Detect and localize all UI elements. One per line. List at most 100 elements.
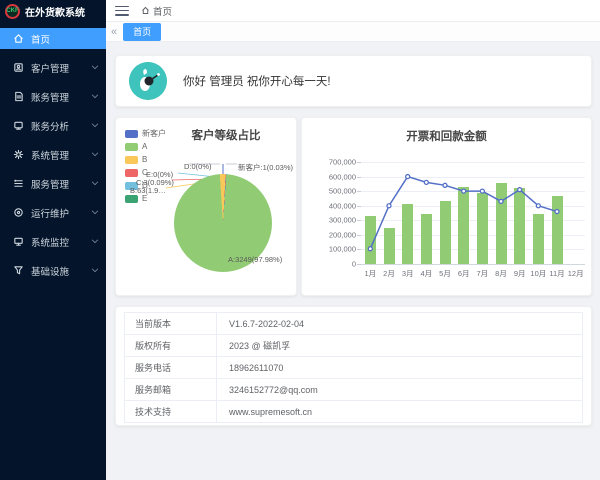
pie-legend: 新客户 A B C D E — [125, 127, 166, 205]
y-axis-tick-label: 400,000 — [328, 201, 356, 211]
sidebar-item-home[interactable]: 首页 — [0, 28, 106, 49]
chevron-down-icon — [91, 236, 99, 244]
pie-legend-item[interactable]: A — [125, 140, 166, 153]
y-axis-tick-label: 0 — [351, 259, 356, 269]
mascot-icon — [129, 62, 167, 100]
info-label: 当前版本 — [124, 312, 217, 335]
bar-8月 — [495, 183, 507, 264]
chevron-down-icon — [91, 149, 99, 157]
pie-chart — [174, 174, 272, 272]
pie-legend-item[interactable]: E — [125, 192, 166, 205]
breadcrumb[interactable]: 首页 — [141, 4, 172, 18]
app-title: 在外货款系统 — [25, 7, 85, 19]
pie-slice-label: 新客户:1(0.03%) — [238, 163, 294, 172]
bar-7月 — [476, 192, 488, 264]
info-row: 版权所有 2023 @ 磁凯孚 — [124, 334, 583, 357]
sidebar-item-label: 系统监控 — [31, 237, 70, 249]
service-icon — [12, 178, 24, 190]
x-axis-line — [361, 264, 585, 265]
chevron-down-icon — [91, 178, 99, 186]
sidebar-item-4[interactable]: 系统管理 — [0, 144, 106, 165]
sidebar-item-label: 客户管理 — [31, 63, 70, 75]
pie-slice-label: B:63(1.9… — [130, 186, 166, 195]
legend-swatch — [125, 142, 138, 151]
bar-10月 — [532, 213, 544, 264]
x-axis-tick-label: 3月 — [401, 269, 414, 278]
info-value: 2023 @ 磁凯孚 — [216, 334, 583, 357]
x-axis-tick-label: 12月 — [567, 269, 584, 278]
gridline — [361, 162, 585, 163]
bar-11月 — [551, 195, 563, 264]
chevron-down-icon — [91, 265, 99, 273]
info-row: 技术支持 www.supremesoft.cn — [124, 400, 583, 423]
sidebar-item-2[interactable]: 账务管理 — [0, 86, 106, 107]
collapse-tabs-icon[interactable]: « — [111, 25, 118, 38]
x-axis-tick-label: 8月 — [495, 269, 507, 278]
pie-chart-card: 客户等级占比 新客户 A B C D E D:0(0%) 新客户:1(0.03%) E:0(0… — [115, 117, 297, 296]
chevron-down-icon — [91, 91, 99, 99]
legend-label: C — [142, 168, 148, 177]
system-info-card: 当前版本 V1.6.7-2022-02-04 版权所有 2023 @ 磁凯孚 服务电话 1… — [115, 306, 592, 426]
avatar — [129, 62, 167, 100]
chevron-down-icon — [91, 207, 99, 215]
info-value: 18962611070 — [216, 356, 583, 379]
sidebar-item-label: 账务管理 — [31, 92, 70, 104]
pie-legend-item[interactable]: D — [125, 179, 166, 192]
info-value: V1.6.7-2022-02-04 — [216, 312, 583, 335]
y-axis-tick — [357, 162, 361, 163]
y-axis-tick — [357, 176, 361, 178]
home-icon — [12, 33, 24, 45]
info-row: 服务电话 18962611070 — [124, 356, 583, 379]
main-content: 你好 管理员 祝你开心每一天! 客户等级占比 新客户 A B C D E D:0(0%) 新… — [106, 42, 600, 480]
legend-swatch — [125, 155, 138, 164]
legend-swatch — [125, 181, 138, 190]
pie-legend-item[interactable]: C — [125, 166, 166, 179]
gridline — [361, 205, 585, 207]
sidebar-item-1[interactable]: 客户管理 — [0, 57, 106, 78]
info-row: 当前版本 V1.6.7-2022-02-04 — [124, 312, 583, 335]
sidebar-item-8[interactable]: 基础设施 — [0, 260, 106, 281]
pie-slice-label: A:3249(97.98%) — [228, 255, 283, 264]
y-axis-tick-label: 200,000 — [328, 230, 356, 240]
legend-label: A — [142, 142, 148, 151]
sidebar-item-label: 首页 — [31, 34, 51, 46]
chevron-down-icon — [91, 120, 99, 128]
legend-label: D — [142, 181, 148, 190]
greeting-card: 你好 管理员 祝你开心每一天! — [115, 55, 592, 107]
legend-swatch — [125, 129, 138, 138]
pie-slice-label: E:0(0%) — [146, 170, 174, 179]
x-axis-tick-label: 7月 — [476, 269, 489, 278]
pie-legend-item[interactable]: 新客户 — [125, 127, 166, 140]
info-label: 服务电话 — [124, 356, 217, 379]
x-axis-tick-label: 6月 — [457, 269, 470, 278]
sidebar-item-3[interactable]: 账务分析 — [0, 115, 106, 136]
home-icon — [142, 6, 149, 14]
logo-icon: CKF — [5, 3, 20, 19]
bar-chart-card: 开票和回款金额 0 100,000 200,000 300,000 400,000 500… — [301, 117, 592, 296]
sidebar-item-label: 系统管理 — [31, 150, 70, 162]
bar-6月 — [458, 186, 470, 264]
y-axis-tick-label: 100,000 — [328, 244, 356, 254]
x-axis-tick-label: 11月 — [549, 269, 565, 278]
hamburger-icon[interactable] — [115, 5, 129, 16]
bar-3月 — [402, 204, 414, 264]
info-label: 技术支持 — [124, 400, 217, 423]
x-axis-tick-label: 9月 — [513, 269, 526, 278]
pie-legend-item[interactable]: B — [125, 153, 166, 166]
sidebar-item-6[interactable]: 运行维护 — [0, 202, 106, 223]
bar-1月 — [364, 215, 376, 264]
tab-home[interactable]: 首页 — [123, 22, 162, 41]
sidebar-item-label: 基础设施 — [31, 266, 70, 278]
analysis-icon — [12, 120, 24, 132]
y-axis-tick — [357, 220, 361, 222]
greeting-text: 你好 管理员 祝你开心每一天! — [183, 76, 331, 88]
sidebar-item-label: 账务分析 — [31, 121, 70, 133]
y-axis-tick — [357, 205, 361, 207]
sidebar-item-7[interactable]: 系统监控 — [0, 231, 106, 252]
maintenance-icon — [12, 207, 24, 219]
sidebar: CKF 在外货款系统 首页客户管理账务管理账务分析系统管理服务管理运行维护系统监… — [0, 0, 106, 480]
sidebar-item-5[interactable]: 服务管理 — [0, 173, 106, 194]
y-axis-tick-label: 700,000 — [328, 157, 356, 167]
bar-4月 — [420, 213, 432, 264]
